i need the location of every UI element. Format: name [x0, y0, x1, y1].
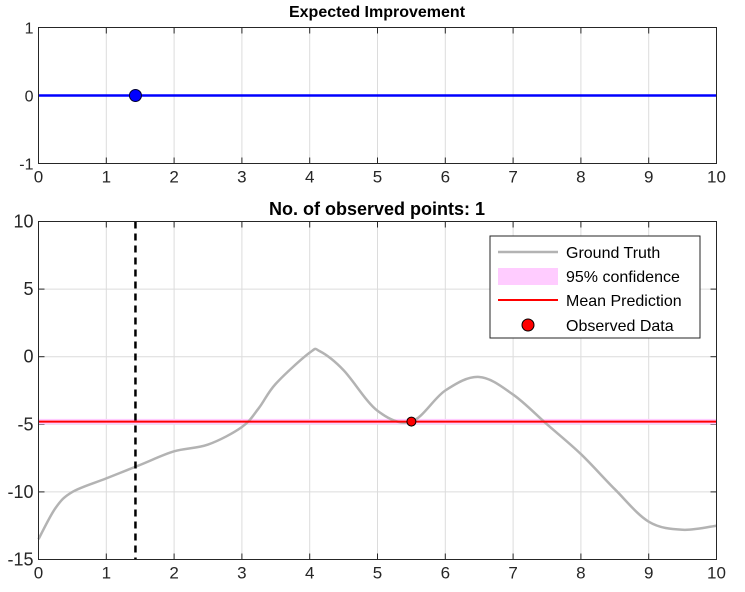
legend-mean-label: Mean Prediction: [566, 293, 682, 310]
ei-xtick-label: 8: [576, 168, 585, 187]
gp-plot-area: [37, 221, 717, 560]
ei-max-marker: [128, 89, 142, 102]
gp-ytick-label: -10: [7, 482, 33, 502]
gp-ytick-label: -5: [17, 414, 33, 434]
gp-ytick-label: 10: [13, 212, 33, 232]
ei-plot-area: [38, 89, 717, 102]
ei-xtick-label: 3: [237, 168, 246, 187]
legend-confidence-swatch: [498, 268, 558, 285]
ei-xtick-label: 6: [441, 168, 450, 187]
gp-xtick-label: 9: [644, 564, 653, 583]
ei-xtick-label: 4: [305, 168, 314, 187]
ground-truth-line: [37, 347, 717, 540]
gp-ytick-label: 0: [23, 347, 33, 367]
gp-xtick-label: 2: [169, 564, 178, 583]
gp-panel: No. of observed points: 1 0 1 2 3 4 5 6 7 8 9 10 10…: [7, 199, 725, 583]
gp-xtick-label: 7: [508, 564, 517, 583]
legend: Ground Truth 95% confidence Mean Predict…: [489, 235, 701, 339]
gp-xtick-label: 1: [102, 564, 111, 583]
ei-xtick-label: 1: [102, 168, 111, 187]
ei-xtick-label: 9: [644, 168, 653, 187]
gp-xtick-label: 6: [441, 564, 450, 583]
observed-point: [406, 416, 417, 427]
ei-axis-box: [38, 27, 717, 164]
gp-xtick-label: 10: [707, 564, 726, 583]
gp-xtick-label: 0: [34, 564, 43, 583]
ei-xtick-label: 2: [169, 168, 178, 187]
gp-ytick-label: 5: [23, 279, 33, 299]
ei-xtick-label: 10: [707, 168, 726, 187]
legend-ground-truth-label: Ground Truth: [566, 245, 660, 262]
legend-observed-swatch: [521, 318, 535, 332]
ei-xtick-label: 7: [508, 168, 517, 187]
gp-xtick-label: 8: [576, 564, 585, 583]
legend-confidence-label: 95% confidence: [566, 269, 680, 286]
gp-xtick-label: 3: [237, 564, 246, 583]
gp-axis-box: [38, 221, 717, 560]
gp-xtick-label: 5: [373, 564, 382, 583]
ei-xtick-label: 5: [373, 168, 382, 187]
ei-title: Expected Improvement: [289, 4, 466, 21]
ei-ytick-label: 1: [25, 21, 34, 38]
gp-ytick-label: -15: [7, 550, 33, 570]
gp-xtick-label: 4: [305, 564, 314, 583]
ei-xtick-label: 0: [34, 168, 43, 187]
gp-title: No. of observed points: 1: [269, 199, 485, 219]
ei-ytick-label: -1: [19, 157, 33, 174]
ei-ytick-label: 0: [25, 89, 34, 106]
legend-observed-label: Observed Data: [566, 318, 674, 335]
gp-tick-labels: 0 1 2 3 4 5 6 7 8 9 10 10 5 0 -5 -10 -15: [7, 212, 725, 583]
